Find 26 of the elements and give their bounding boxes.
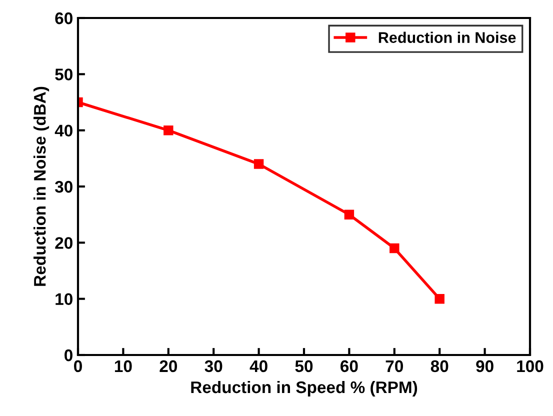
x-tick-label: 50	[295, 360, 313, 372]
y-axis-title: Reduction in Noise (dBA)	[34, 86, 50, 286]
legend-label: Reduction in Noise	[378, 32, 516, 43]
x-axis-title: Reduction in Speed % (RPM)	[191, 380, 418, 396]
x-tick-label: 100	[517, 360, 544, 372]
point	[434, 294, 444, 304]
x-tick-label: 20	[160, 360, 177, 372]
y-tick-label: 30	[54, 180, 72, 193]
y-tick-label: 10	[56, 293, 72, 306]
x-tick-label: 10	[114, 360, 132, 372]
y-tick-label: 50	[55, 68, 72, 80]
x-tick-label: 70	[386, 360, 403, 372]
y-tick-label: 40	[54, 124, 72, 137]
x-tick-label: 30	[204, 360, 222, 372]
point	[164, 125, 174, 136]
point	[254, 159, 264, 169]
y-tick-label: 60	[55, 12, 72, 24]
y-tick-label: 0	[64, 349, 72, 362]
x-tick-label: 80	[430, 360, 448, 372]
x-tick-label: 90	[476, 360, 494, 372]
point	[390, 243, 400, 254]
x-tick-label: 40	[250, 360, 268, 372]
x-tick-label: 0	[74, 360, 82, 372]
y-tick-label: 20	[55, 237, 72, 249]
x-tick-label: 60	[340, 360, 358, 372]
point	[344, 210, 354, 220]
